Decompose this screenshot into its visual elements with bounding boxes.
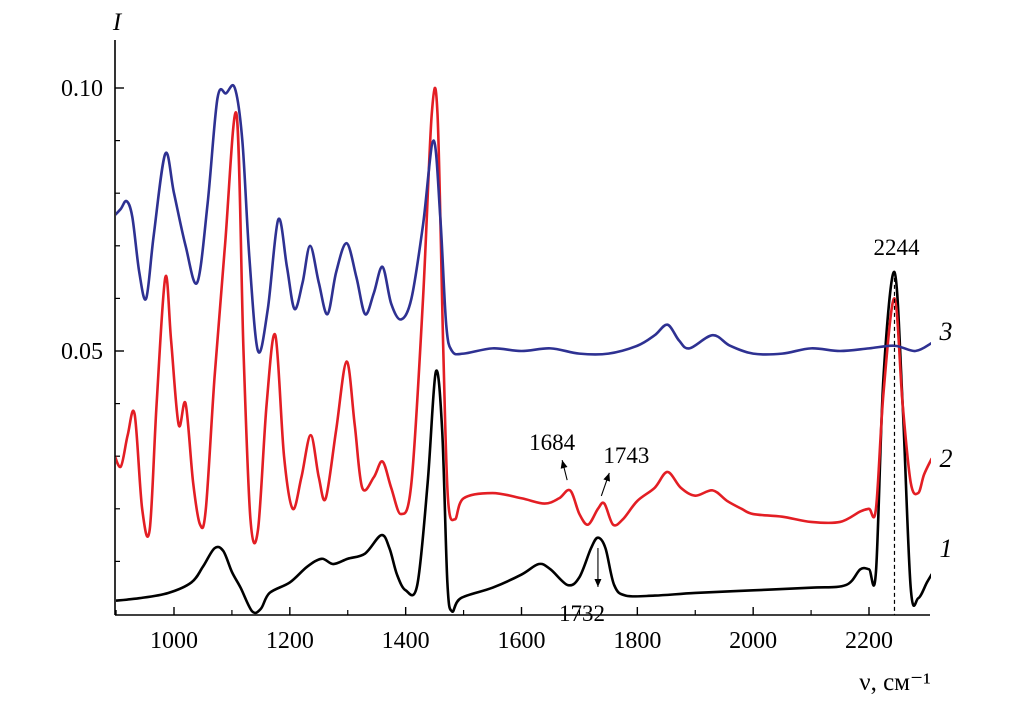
annotation-1743: 1743 (603, 443, 649, 468)
series-line-2 (116, 86, 931, 545)
x-ticks: 1000 1200 1400 1600 1800 2000 2200 (115, 607, 893, 654)
annotation-1684: 1684 (529, 430, 576, 455)
x-tick-label: 1000 (150, 628, 198, 654)
x-axis-title: ν, см⁻¹ (859, 669, 930, 696)
series-label-3: 3 (939, 317, 953, 346)
arrow-1732 (594, 547, 602, 587)
y-ticks: 0.05 0.10 (61, 76, 124, 563)
annotation-1732: 1732 (559, 601, 605, 626)
x-tick-label: 2000 (729, 628, 777, 654)
annotations: 2244 1684 1743 1732 (529, 235, 920, 626)
y-tick-label: 0.10 (61, 76, 103, 102)
series-group (116, 83, 931, 615)
series-line-3 (116, 83, 931, 356)
x-tick-label: 1200 (266, 628, 314, 654)
arrow-1743 (600, 472, 610, 497)
series-label-2: 2 (940, 444, 953, 473)
series-line-1 (116, 270, 931, 615)
x-tick-label: 1600 (498, 628, 546, 654)
series-label-1: 1 (940, 534, 953, 563)
axes (114, 40, 930, 616)
arrow-1684 (560, 459, 568, 481)
y-axis-title: I (112, 9, 123, 36)
annotation-2244: 2244 (873, 235, 920, 260)
y-tick-label: 0.05 (61, 339, 103, 365)
x-tick-label: 1800 (613, 628, 661, 654)
x-tick-label: 1400 (382, 628, 430, 654)
x-tick-label: 2200 (845, 628, 893, 654)
